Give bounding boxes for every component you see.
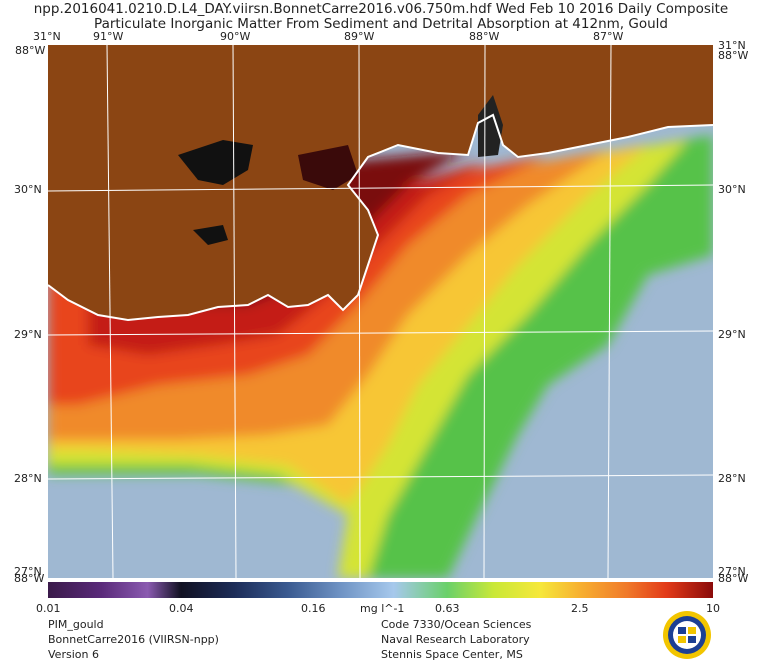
- colorbar-units: mg l^-1: [360, 602, 405, 615]
- corner-label-bottom-left: 88°W: [14, 572, 45, 585]
- colorbar-tick-0.16: 0.16: [301, 602, 326, 615]
- inland-lakes: [178, 95, 503, 245]
- colorbar-tick-10: 10: [706, 602, 720, 615]
- lat-label-30n-left: 30°N: [14, 183, 42, 196]
- colorbar-tick-0.63: 0.63: [435, 602, 460, 615]
- colorbar: [48, 582, 713, 598]
- footer-region-sensor: BonnetCarre2016 (VIIRSN-npp): [48, 633, 219, 646]
- colorbar-tick-2.5: 2.5: [571, 602, 589, 615]
- map-title: npp.2016041.0210.D.L4_DAY.viirsn.BonnetC…: [33, 1, 729, 17]
- land-mass: [48, 45, 713, 320]
- lat-label-top-right: 31°N: [718, 39, 746, 52]
- footer-code: Code 7330/Ocean Sciences: [381, 618, 532, 631]
- lat-label-27n-left: 27°N: [14, 565, 42, 578]
- nrl-seal-icon: [662, 610, 712, 660]
- lon-label-88w: 88°W: [469, 30, 500, 43]
- corner-label-top-right: 88°W: [718, 49, 749, 62]
- lat-label-27n-right: 27°N: [718, 565, 746, 578]
- graticule: [48, 45, 713, 578]
- footer-product-name: PIM_gould: [48, 618, 104, 631]
- map-subtitle: Particulate Inorganic Matter From Sedime…: [94, 16, 668, 32]
- lon-label-89w: 89°W: [344, 30, 375, 43]
- footer-lab: Naval Research Laboratory: [381, 633, 530, 646]
- lon-label-91w: 91°W: [93, 30, 124, 43]
- lat-label-top-left: 31°N: [33, 30, 61, 43]
- footer-version: Version 6: [48, 648, 99, 661]
- lat-label-29n-left: 29°N: [14, 328, 42, 341]
- lat-label-29n-right: 29°N: [718, 328, 746, 341]
- lat-label-28n-left: 28°N: [14, 472, 42, 485]
- lat-label-28n-right: 28°N: [718, 472, 746, 485]
- lon-label-90w: 90°W: [220, 30, 251, 43]
- coastline: [48, 113, 713, 322]
- satellite-map: [48, 45, 713, 578]
- corner-label-top-left: 88°W: [15, 44, 46, 57]
- lat-label-30n-right: 30°N: [718, 183, 746, 196]
- corner-label-bottom-right: 88°W: [718, 572, 749, 585]
- lon-label-87w: 87°W: [593, 30, 624, 43]
- footer-location: Stennis Space Center, MS: [381, 648, 523, 661]
- colorbar-tick-0.04: 0.04: [169, 602, 194, 615]
- colorbar-tick-0.01: 0.01: [36, 602, 61, 615]
